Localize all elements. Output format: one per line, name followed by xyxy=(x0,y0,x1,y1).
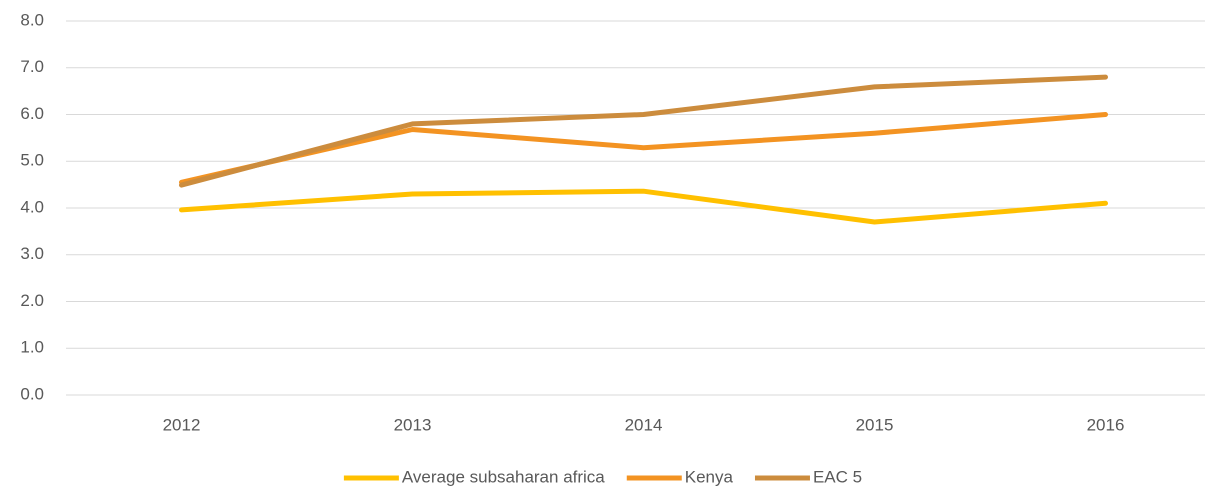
x-tick-label: 2012 xyxy=(163,415,201,434)
y-tick-label: 8.0 xyxy=(20,10,44,29)
x-tick-label: 2014 xyxy=(625,415,663,434)
x-tick-label: 2013 xyxy=(394,415,432,434)
y-tick-label: 2.0 xyxy=(20,291,44,310)
series-line xyxy=(179,112,1108,185)
y-tick-label: 6.0 xyxy=(20,104,44,123)
x-tick-label: 2015 xyxy=(856,415,894,434)
legend-label: Kenya xyxy=(685,467,734,486)
series-line xyxy=(179,74,1108,188)
x-tick-label: 2016 xyxy=(1087,415,1125,434)
y-tick-label: 4.0 xyxy=(20,197,44,216)
y-tick-label: 0.0 xyxy=(20,384,44,403)
legend-label: EAC 5 xyxy=(813,467,862,486)
legend-label: Average subsaharan africa xyxy=(402,467,605,486)
y-tick-label: 3.0 xyxy=(20,244,44,263)
y-tick-label: 5.0 xyxy=(20,151,44,170)
series-line xyxy=(179,188,1108,225)
y-tick-label: 7.0 xyxy=(20,57,44,76)
y-tick-label: 1.0 xyxy=(20,338,44,357)
